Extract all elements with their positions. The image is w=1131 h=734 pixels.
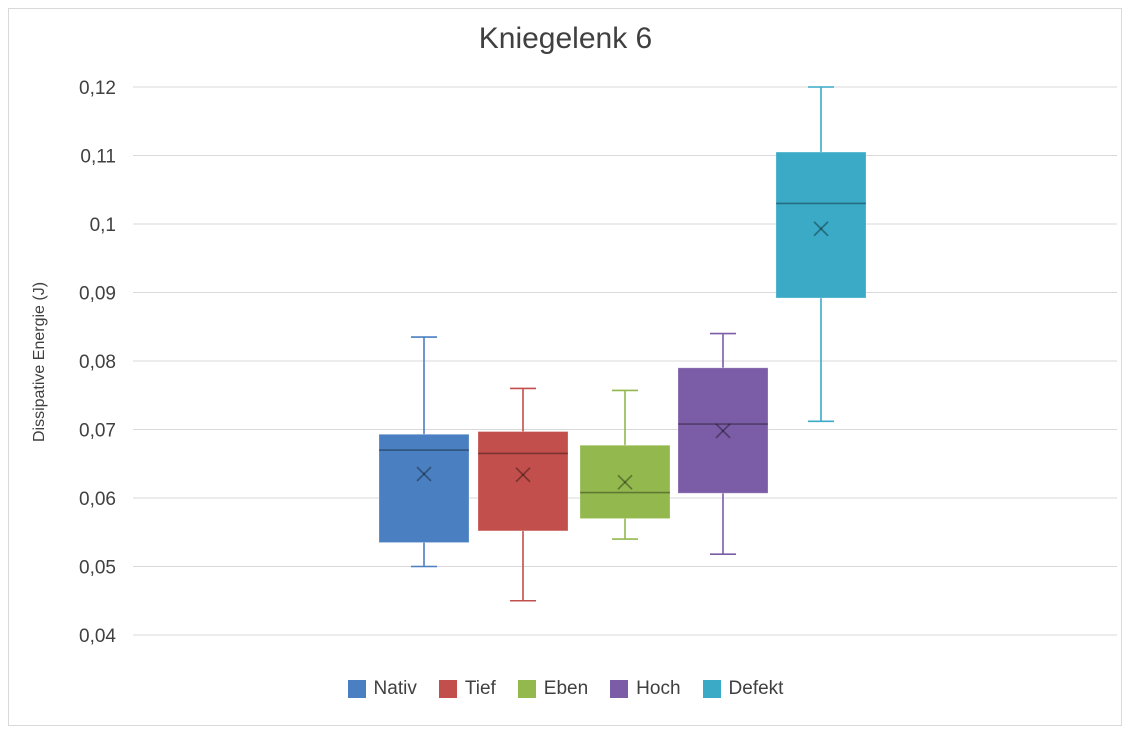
legend-item-tief: Tief bbox=[438, 678, 496, 700]
legend-label: Tief bbox=[464, 678, 496, 699]
box-eben bbox=[579, 389, 671, 540]
box-tief bbox=[477, 387, 569, 602]
mean-marker bbox=[515, 467, 531, 483]
y-tick-label: 0,1 bbox=[90, 215, 116, 236]
box-iqr bbox=[775, 151, 867, 299]
mean-marker bbox=[715, 423, 731, 439]
y-tick-label: 0,11 bbox=[80, 147, 116, 168]
mean-marker bbox=[515, 467, 531, 483]
box-iqr bbox=[677, 367, 769, 494]
mean-marker bbox=[813, 221, 829, 237]
mean-marker bbox=[617, 474, 633, 490]
box-iqr bbox=[579, 444, 671, 520]
legend-item-defekt: Defekt bbox=[702, 678, 784, 700]
legend-label: Nativ bbox=[373, 678, 417, 699]
box-iqr bbox=[378, 433, 470, 544]
y-axis-label: Dissipative Energie (J) bbox=[31, 282, 48, 442]
chart-frame bbox=[8, 8, 1122, 726]
box-nativ bbox=[378, 336, 470, 568]
box-defekt bbox=[775, 86, 867, 423]
legend-swatch bbox=[610, 680, 629, 698]
legend-label: Defekt bbox=[728, 678, 784, 699]
legend-label: Hoch bbox=[636, 678, 681, 699]
y-tick-label: 0,06 bbox=[79, 489, 116, 510]
y-tick-labels: 0,04 0,05 0,06 0,07 0,08 0,09 0,1 0,11 0,12 bbox=[79, 78, 116, 647]
y-tick-label: 0,09 bbox=[79, 284, 116, 305]
boxes bbox=[378, 86, 867, 602]
box-iqr bbox=[477, 431, 569, 532]
y-tick-label: 0,04 bbox=[79, 626, 116, 647]
mean-marker bbox=[715, 423, 731, 439]
legend-swatch bbox=[517, 680, 536, 698]
y-tick-label: 0,07 bbox=[79, 421, 116, 442]
legend-item-eben: Eben bbox=[517, 678, 589, 700]
legend-item-nativ: Nativ bbox=[347, 678, 417, 700]
legend-item-hoch: Hoch bbox=[610, 678, 681, 700]
legend-swatch bbox=[347, 680, 366, 698]
chart-title: Kniegelenk 6 bbox=[478, 22, 653, 55]
y-tick-label: 0,05 bbox=[79, 558, 116, 579]
box-hoch bbox=[677, 332, 769, 555]
legend-swatch bbox=[702, 680, 721, 698]
legend: Nativ Tief Eben Hoch Defekt bbox=[0, 678, 1131, 700]
y-tick-label: 0,12 bbox=[79, 78, 116, 99]
gridlines bbox=[133, 86, 1117, 636]
mean-marker bbox=[416, 466, 432, 482]
mean-marker bbox=[416, 466, 432, 482]
legend-label: Eben bbox=[543, 678, 589, 699]
mean-marker bbox=[813, 221, 829, 237]
mean-marker bbox=[617, 474, 633, 490]
y-tick-label: 0,08 bbox=[79, 352, 116, 373]
legend-swatch bbox=[438, 680, 457, 698]
